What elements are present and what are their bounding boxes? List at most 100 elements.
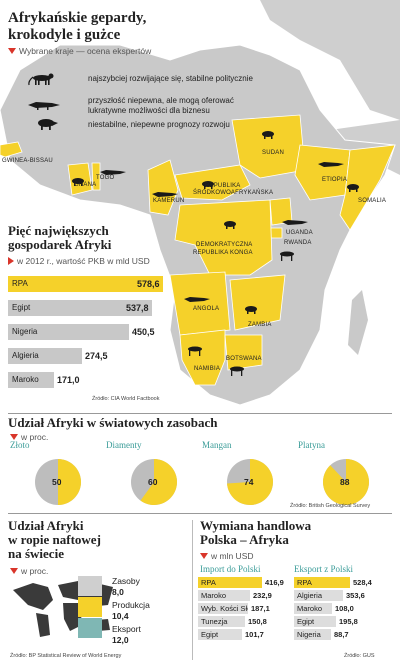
bar [8, 276, 163, 292]
pie-slice-africa [58, 459, 81, 505]
legend-label: najszybciej rozwijające się, stabilne po… [88, 74, 253, 83]
table-row: Egipt 195,8 [294, 616, 358, 627]
bar-category-label: Algieria [12, 351, 39, 360]
oil-item-name: Eksport [112, 624, 141, 634]
economies-title-line2: gospodarek Afryki [8, 237, 112, 252]
table-row: Maroko 108,0 [294, 603, 354, 614]
main-subtitle-text: Wybrane kraje — ocena ekspertów [19, 46, 152, 56]
table-row: Tunezja 150,8 [198, 616, 267, 627]
bar-value-label: 537,8 [126, 303, 149, 313]
triangle-icon [8, 48, 16, 54]
legend-item-warthog: niestabilne, niepewne prognozy rozwoju [88, 120, 230, 130]
row-name: Egipt [198, 629, 242, 640]
pie-slice-africa [227, 459, 273, 505]
bar-category-label: Egipt [12, 303, 31, 312]
resources-subtitle: w proc. [10, 432, 48, 442]
legend-label: niestabilne, niepewne prognozy rozwoju [88, 120, 230, 129]
label-somalia: SOMALIA [358, 198, 387, 204]
row-value: 150,8 [248, 617, 267, 626]
oil-item-export: Eksport 12,0 [112, 624, 141, 646]
table-row: Maroko 232,9 [198, 590, 272, 601]
oil-title-line1: Udział Afryki [8, 518, 84, 533]
row-value: 353,6 [346, 591, 365, 600]
oil-title: Udział Afryki w ropie naftowej na świeci… [8, 519, 101, 561]
label-car-2: ŚRODKOWOAFRYKAŃSKA [193, 190, 274, 196]
economies-source: Źródło: CIA World Factbook [92, 396, 160, 402]
label-drc-2: REPUBLIKA KONGA [193, 250, 253, 256]
divider [8, 413, 392, 414]
row-name: Maroko [198, 590, 250, 601]
label-drc-1: DEMOKRATYCZNA [196, 242, 253, 248]
oil-source: Źródło: BP Statistical Review of World E… [10, 653, 122, 659]
label-car-1: REPUBLIKA [205, 183, 241, 189]
pie-chart [227, 459, 273, 505]
row-name: RPA [198, 577, 262, 588]
row-value: 416,9 [265, 578, 284, 587]
triangle-icon [200, 553, 208, 559]
cheetah-icon [28, 73, 54, 86]
bar-value-label: 171,0 [57, 375, 80, 385]
oil-item-value: 10,4 [112, 611, 129, 621]
country-somalia [339, 144, 396, 231]
oil-title-line3: na świecie [8, 546, 64, 561]
pie-value-label: 60 [148, 477, 158, 487]
africa-map [0, 0, 400, 405]
country-sudan [231, 114, 306, 179]
pie-title: Złoto [10, 440, 30, 450]
label-ghana: GHANA [74, 182, 97, 188]
oil-box-export [78, 618, 102, 638]
main-title-line2: krokodyle i gużce [8, 27, 121, 43]
bar-value-label: 274,5 [85, 351, 108, 361]
triangle-icon [10, 568, 18, 574]
country-namibia [179, 329, 226, 386]
pie-chart [323, 459, 369, 505]
trade-title: Wymiana handlowa Polska – Afryka [200, 519, 311, 547]
label-ethiopia: ETIOPIA [322, 177, 348, 183]
oil-item-value: 12,0 [112, 635, 129, 645]
row-name: Wyb. Kości Słoniowej [198, 603, 248, 614]
label-guinea-bissau: GWINEA-BISSAU [2, 158, 53, 164]
import-header: Import do Polski [200, 564, 261, 574]
legend-item-crocodile: przyszłość niepewna, ale mogą oferować l… [88, 96, 234, 116]
legend-item-cheetah: najszybciej rozwijające się, stabilne po… [88, 74, 253, 84]
pie-chart [35, 459, 81, 505]
triangle-icon [8, 257, 14, 265]
row-name: Tunezja [198, 616, 245, 627]
pie-chart [131, 459, 177, 505]
table-row: RPA 416,9 [198, 577, 284, 588]
oil-item-reserves: Zasoby 8,0 [112, 576, 140, 598]
table-row: Egipt 101,7 [198, 629, 264, 640]
row-value: 195,8 [339, 617, 358, 626]
trade-title-line2: Polska – Afryka [200, 532, 289, 547]
country-togo [91, 162, 101, 191]
row-name: Algieria [294, 590, 343, 601]
economies-subtitle-text: w 2012 r., wartość PKB w mld USD [17, 256, 150, 266]
crocodile-icon [28, 102, 60, 110]
row-value: 528,4 [353, 578, 372, 587]
label-rwanda: RWANDA [284, 240, 312, 246]
country-ethiopia [294, 144, 351, 201]
pie-title: Platyna [298, 440, 325, 450]
label-zambia: ZAMBIA [248, 322, 272, 328]
table-row: Wyb. Kości Słoniowej187,1 [198, 603, 270, 614]
pie-value-label: 88 [340, 477, 350, 487]
pie-slice-africa [323, 459, 369, 505]
bar-category-label: Nigeria [12, 327, 38, 336]
oil-box-reserves [78, 576, 102, 596]
oil-item-name: Produkcja [112, 600, 150, 610]
label-botswana: BOTSWANA [226, 356, 262, 362]
pie-value-label: 74 [244, 477, 254, 487]
oil-subtitle: w proc. [10, 566, 48, 576]
divider [8, 513, 392, 514]
legend-label: lukratywne możliwości dla biznesu [88, 106, 210, 115]
economies-subtitle: w 2012 r., wartość PKB w mld USD [8, 256, 150, 266]
pie-title: Diamenty [106, 440, 142, 450]
row-value: 88,7 [334, 630, 349, 639]
bar [8, 300, 152, 316]
country-angola [169, 271, 231, 336]
resources-subtitle-text: w proc. [21, 432, 49, 442]
row-value: 187,1 [251, 604, 270, 613]
oil-item-name: Zasoby [112, 576, 140, 586]
oil-box-production [78, 597, 102, 617]
label-sudan: SUDAN [262, 150, 285, 156]
